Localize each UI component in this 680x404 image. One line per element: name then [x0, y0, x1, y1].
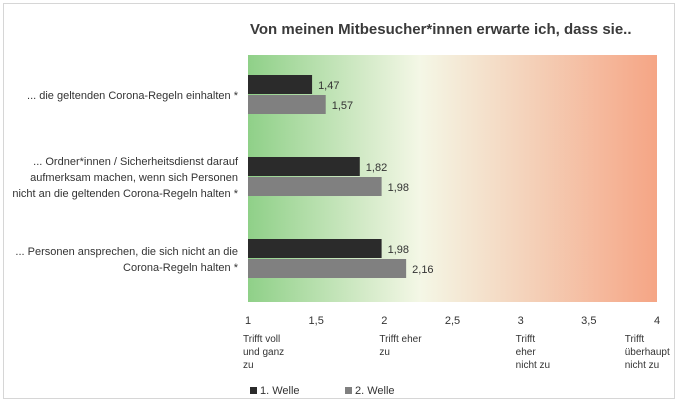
scale-label: zu — [379, 347, 390, 358]
scale-label: überhaupt — [625, 347, 670, 358]
data-label: 2,16 — [412, 264, 433, 276]
bar-welle1-3 — [248, 239, 382, 258]
bar-welle1-2 — [248, 157, 360, 176]
scale-label: Trifft voll — [243, 334, 280, 345]
scale-label: Trifft — [516, 334, 536, 345]
x-tick-label: 3,5 — [581, 315, 596, 327]
data-label: 1,57 — [332, 100, 353, 112]
bar-welle2-3 — [248, 259, 407, 278]
category-label: Corona-Regeln halten * — [123, 262, 239, 274]
scale-label: zu — [243, 360, 254, 371]
x-tick-label: 2 — [381, 315, 387, 327]
category-label: nicht an die geltenden Corona-Regeln hal… — [12, 188, 238, 200]
category-label: ... Personen ansprechen, die sich nicht … — [15, 246, 238, 258]
data-label: 1,47 — [318, 80, 339, 92]
bar-welle1-1 — [248, 75, 313, 94]
x-tick-label: 1,5 — [309, 315, 324, 327]
legend-swatch-2 — [345, 387, 352, 394]
x-tick-label: 2,5 — [445, 315, 460, 327]
bar-welle2-2 — [248, 177, 382, 196]
scale-label: nicht zu — [516, 360, 550, 371]
category-label: aufmerksam machen, wenn sich Personen — [30, 172, 238, 184]
scale-label: nicht zu — [625, 360, 659, 371]
scale-label: eher — [516, 347, 537, 358]
x-tick-label: 1 — [245, 315, 251, 327]
data-label: 1,98 — [388, 182, 409, 194]
category-label: ... Ordner*innen / Sicherheitsdienst dar… — [33, 156, 239, 168]
x-tick-label: 4 — [654, 315, 660, 327]
legend-swatch-1 — [250, 387, 257, 394]
scale-label: Trifft eher — [379, 334, 422, 345]
data-label: 1,98 — [388, 244, 409, 256]
category-label: ... die geltenden Corona-Regeln einhalte… — [27, 90, 239, 102]
bar-welle2-1 — [248, 95, 326, 114]
data-label: 1,82 — [366, 162, 387, 174]
legend-label: 2. Welle — [355, 385, 395, 397]
scale-label: Trifft — [625, 334, 645, 345]
scale-label: und ganz — [243, 347, 284, 358]
x-tick-label: 3 — [518, 315, 524, 327]
chart-title: Von meinen Mitbesucher*innen erwarte ich… — [250, 21, 632, 38]
legend-label: 1. Welle — [260, 385, 300, 397]
